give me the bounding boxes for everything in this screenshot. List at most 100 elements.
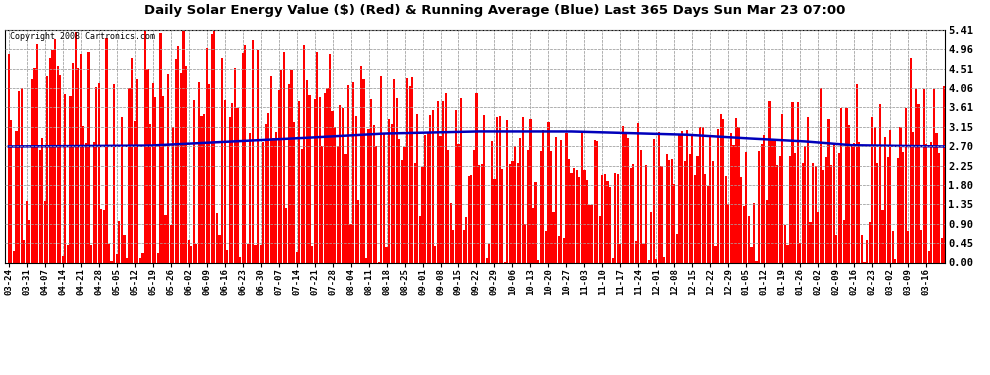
Bar [876,163,878,262]
Bar [357,200,359,262]
Bar [638,123,640,262]
Bar [92,142,95,262]
Bar [422,167,424,262]
Bar [56,66,58,262]
Bar [920,230,922,262]
Bar [437,101,439,262]
Bar [506,120,509,262]
Bar [237,108,239,262]
Bar [206,48,208,262]
Bar [858,142,860,262]
Bar [435,246,437,262]
Bar [72,63,74,262]
Bar [324,93,326,262]
Bar [647,260,649,262]
Bar [288,84,290,262]
Bar [254,246,256,262]
Bar [547,122,549,262]
Bar [411,77,414,262]
Bar [532,208,535,262]
Bar [219,235,221,262]
Bar [249,133,251,262]
Bar [625,134,627,262]
Bar [575,170,578,262]
Bar [180,73,182,262]
Bar [164,215,166,262]
Bar [825,157,827,262]
Bar [689,154,691,262]
Bar [855,84,858,262]
Bar [750,247,752,262]
Bar [23,240,26,262]
Bar [213,31,216,262]
Bar [488,244,490,262]
Bar [414,163,416,262]
Bar [98,83,100,262]
Bar [543,130,545,262]
Bar [842,220,845,262]
Bar [594,141,596,262]
Bar [565,133,567,262]
Bar [643,244,644,262]
Bar [64,94,66,262]
Bar [13,251,15,262]
Bar [316,52,318,262]
Bar [267,113,269,262]
Bar [259,244,261,262]
Bar [118,220,121,262]
Bar [475,93,477,262]
Bar [830,165,833,262]
Bar [717,129,719,262]
Bar [275,132,277,262]
Bar [454,110,457,262]
Bar [105,38,108,262]
Bar [861,235,863,262]
Bar [905,108,907,262]
Bar [457,144,459,262]
Bar [652,139,654,262]
Bar [836,236,838,262]
Bar [159,33,161,262]
Bar [216,213,218,262]
Bar [614,173,617,262]
Bar [432,110,434,262]
Bar [784,225,786,262]
Bar [308,96,311,262]
Bar [18,91,20,262]
Bar [49,58,51,262]
Bar [694,174,696,262]
Bar [332,111,334,262]
Bar [928,251,930,262]
Bar [607,181,609,262]
Bar [620,244,622,262]
Bar [257,50,259,262]
Bar [401,160,403,262]
Bar [766,200,768,262]
Bar [126,258,128,262]
Bar [185,66,187,262]
Bar [306,80,308,262]
Bar [367,129,369,262]
Bar [786,245,788,262]
Bar [599,216,601,262]
Bar [113,84,115,262]
Bar [262,142,264,262]
Bar [665,154,667,262]
Bar [812,163,814,262]
Bar [791,102,794,262]
Bar [242,53,244,262]
Bar [139,258,141,262]
Bar [578,177,580,262]
Bar [147,69,148,262]
Bar [108,244,110,262]
Bar [419,216,421,262]
Bar [771,140,773,262]
Bar [519,138,522,262]
Text: Daily Solar Energy Value ($) (Red) & Running Average (Blue) Last 365 Days Sun Ma: Daily Solar Energy Value ($) (Red) & Run… [145,4,845,17]
Bar [370,99,372,262]
Bar [601,175,604,262]
Bar [894,259,896,262]
Bar [391,124,393,262]
Bar [314,99,316,262]
Bar [352,82,354,262]
